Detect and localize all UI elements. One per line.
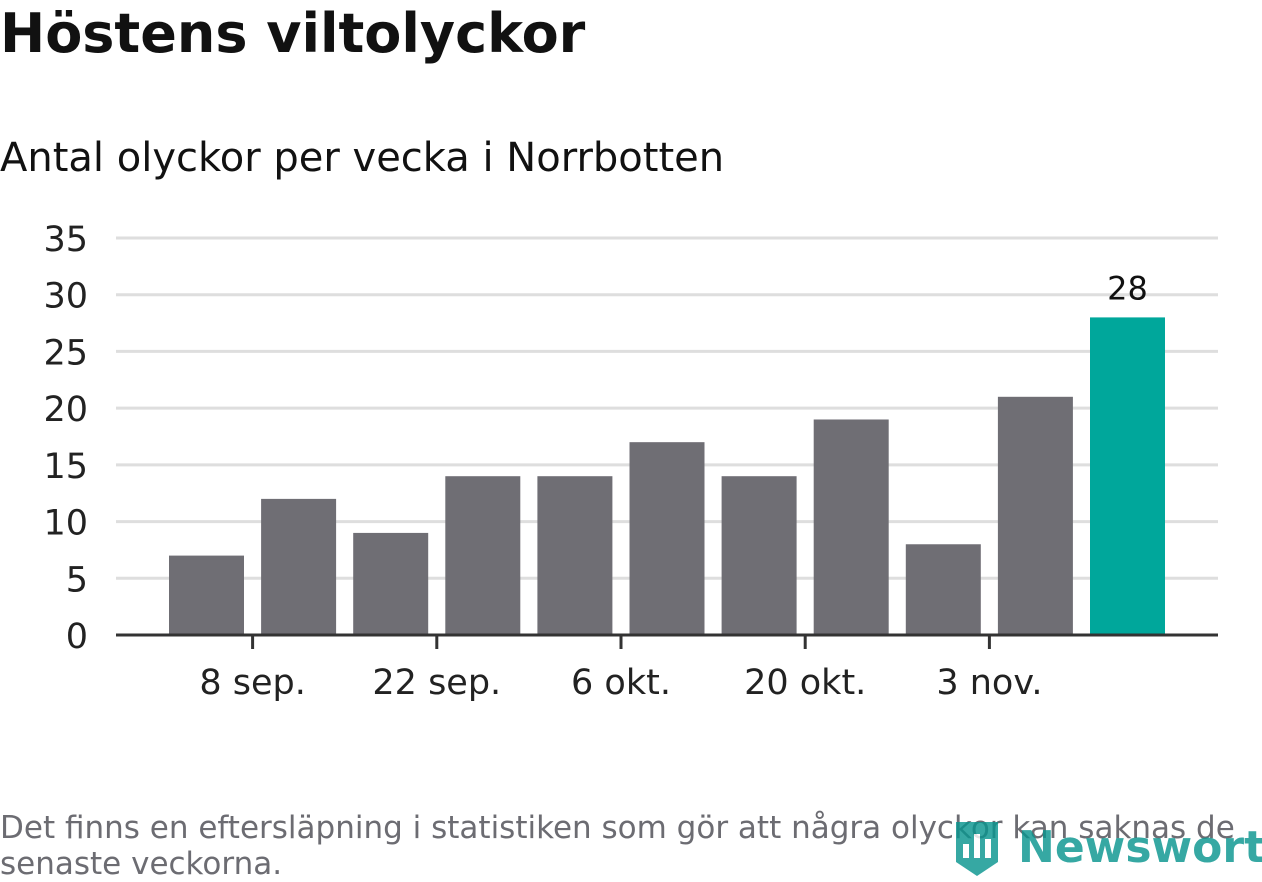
bar [721, 476, 797, 635]
chart-subtitle: Antal olyckor per vecka i Norrbotten [0, 135, 725, 181]
bar [997, 396, 1073, 635]
bar [813, 419, 889, 635]
newsworthy-logo: Newsworthy [952, 818, 1262, 878]
bar [445, 476, 521, 635]
y-tick-label: 5 [66, 560, 88, 600]
chart-title: Höstens viltolyckor [0, 2, 586, 65]
bar-chart: 0 5 10 15 20 25 30 35 28 8 sep. 22 sep. 6 okt. 20 … [43, 220, 1218, 703]
y-tick-label: 30 [43, 277, 88, 317]
bar [169, 555, 244, 635]
y-axis-ticks: 0 5 10 15 20 25 30 35 [43, 220, 88, 657]
x-tick-label: 8 sep. [199, 663, 306, 703]
data-label: 28 [1107, 269, 1148, 307]
x-tick-label: 22 sep. [372, 663, 501, 703]
y-tick-label: 0 [66, 617, 88, 657]
bar [537, 476, 613, 635]
y-tick-label: 35 [43, 220, 88, 260]
bar [261, 498, 337, 635]
bar [1090, 317, 1165, 635]
bars [169, 317, 1165, 635]
y-tick-label: 25 [43, 333, 88, 373]
bar [629, 442, 705, 635]
footnote: Det finns en eftersläpning i statistiken… [0, 810, 1235, 882]
bar-chart-badge-icon [956, 822, 998, 876]
logo-text: Newsworthy [1018, 822, 1262, 873]
y-tick-label: 15 [43, 447, 88, 487]
x-axis-ticks: 8 sep. 22 sep. 6 okt. 20 okt. 3 nov. [199, 635, 1042, 703]
bar [353, 532, 429, 635]
y-tick-label: 20 [43, 390, 88, 430]
bar [905, 544, 981, 635]
y-tick-label: 10 [43, 504, 88, 544]
x-tick-label: 6 okt. [571, 663, 671, 703]
x-tick-label: 20 okt. [744, 663, 866, 703]
data-labels: 28 [1107, 269, 1148, 307]
x-tick-label: 3 nov. [936, 663, 1042, 703]
